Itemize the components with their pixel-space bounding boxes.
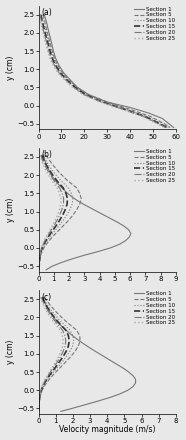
X-axis label: Velocity magnitude (m/s): Velocity magnitude (m/s): [59, 425, 155, 434]
Text: (a): (a): [41, 8, 52, 17]
Y-axis label: y (cm): y (cm): [6, 55, 15, 80]
Y-axis label: y (cm): y (cm): [6, 198, 15, 222]
Y-axis label: y (cm): y (cm): [6, 340, 15, 364]
Text: (b): (b): [41, 150, 52, 159]
Legend: Section 1, Section 5, Section 10, Section 15, Section 20, Section 25: Section 1, Section 5, Section 10, Sectio…: [134, 291, 175, 326]
Legend: Section 1, Section 5, Section 10, Section 15, Section 20, Section 25: Section 1, Section 5, Section 10, Sectio…: [134, 148, 175, 183]
Legend: Section 1, Section 5, Section 10, Section 15, Section 20, Section 25: Section 1, Section 5, Section 10, Sectio…: [134, 6, 175, 41]
Text: (c): (c): [41, 293, 51, 301]
